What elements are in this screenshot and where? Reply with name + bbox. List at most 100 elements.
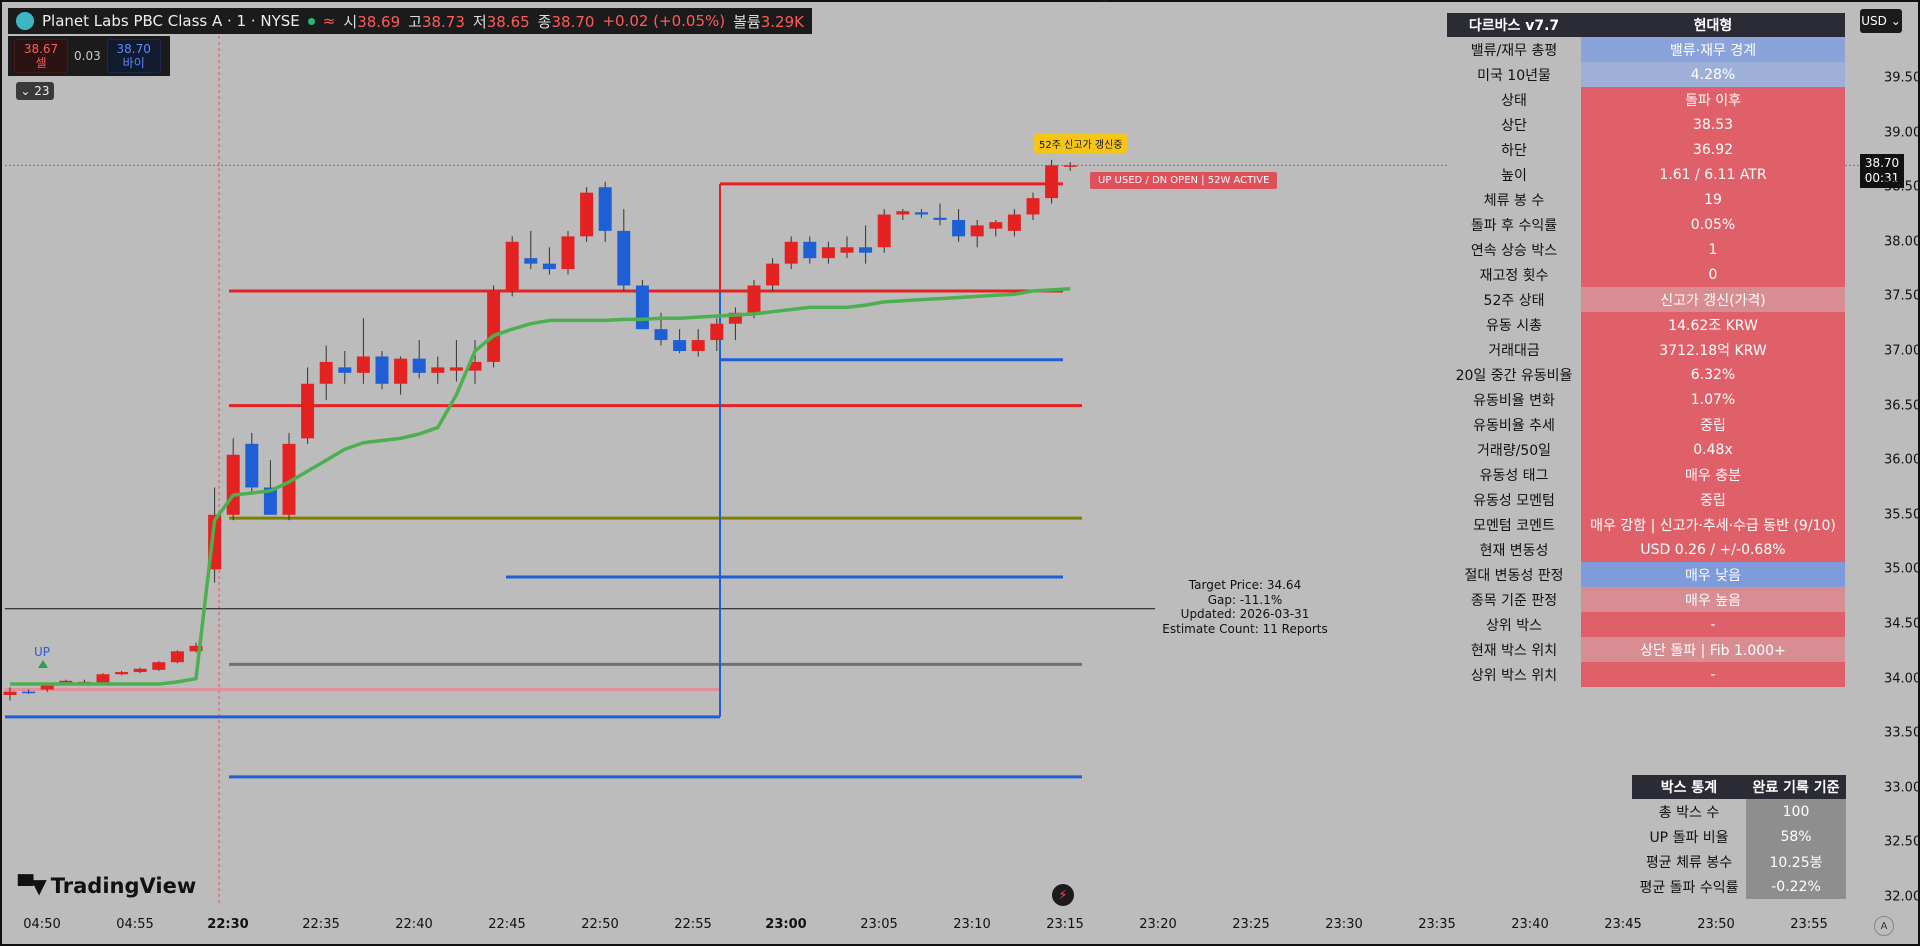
top-clipped-text: ··· [1100, 0, 1109, 6]
box-levels [5, 30, 1860, 905]
trade-panel: 38.67 셀 0.03 38.70 바이 [8, 36, 170, 76]
price-tick-label: 32.50 [1884, 834, 1920, 850]
row-label: 유동비율 변화 [1447, 387, 1581, 412]
candle-body [1026, 198, 1040, 215]
indicators-toggle-button[interactable]: ⌄ 23 [16, 82, 54, 100]
candle-body [189, 645, 203, 652]
table-title: 다르바스 v7.7 [1447, 13, 1581, 37]
candle-body [22, 691, 36, 694]
sell-button[interactable]: 38.67 셀 [14, 39, 68, 73]
chevron-down-icon: ⌄ [1890, 14, 1901, 28]
table-row: 밸류/재무 총평 밸류·재무 경계 [1447, 37, 1845, 62]
table-row: 절대 변동성 판정 매우 낮음 [1447, 562, 1845, 587]
candle-body [933, 217, 947, 220]
row-label: 52주 상태 [1447, 287, 1581, 312]
candle-body [96, 674, 110, 683]
row-value: 돌파 이후 [1581, 87, 1845, 112]
row-label: 높이 [1447, 162, 1581, 187]
sell-label: 셀 [35, 56, 47, 70]
candle-body [989, 222, 1003, 229]
candle-body [859, 247, 873, 253]
row-value: 0.48x [1581, 437, 1845, 462]
current-price: 38.70 [1864, 156, 1900, 170]
candle-body [152, 662, 166, 670]
candle-body [1063, 165, 1077, 167]
candle-body [338, 367, 352, 373]
table-row: 상단 38.53 [1447, 112, 1845, 137]
candle-body [728, 312, 742, 324]
row-label: 상단 [1447, 112, 1581, 137]
table-row: 상태 돌파 이후 [1447, 87, 1845, 112]
table-row: 높이 1.61 / 6.11 ATR [1447, 162, 1845, 187]
table-row: 연속 상승 박스 1 [1447, 237, 1845, 262]
table-row: 상위 박스 - [1447, 612, 1845, 637]
row-label: 돌파 후 수익률 [1447, 212, 1581, 237]
row-value: 4.28% [1581, 62, 1845, 87]
buy-button[interactable]: 38.70 바이 [106, 39, 161, 73]
table-row: 돌파 후 수익률 0.05% [1447, 212, 1845, 237]
price-change: +0.02 (+0.05%) [602, 12, 726, 30]
row-label: 거래대금 [1447, 337, 1581, 362]
candle-body [394, 358, 408, 384]
row-value: 밸류·재무 경계 [1581, 37, 1845, 62]
row-value: 매우 강함 | 신고가·추세·수급 동반 (9/10) [1581, 512, 1845, 537]
time-tick-label: 23:35 [1418, 917, 1456, 932]
row-value: 14.62조 KRW [1581, 312, 1845, 337]
sell-price: 38.67 [23, 42, 59, 56]
candle-body [766, 263, 780, 286]
ohlc-high: 고38.73 [408, 12, 465, 31]
auto-scale-button[interactable]: A [1874, 916, 1894, 936]
candle-body [617, 230, 631, 286]
candle-body [1045, 165, 1059, 199]
ohlc-close: 종38.70 [537, 12, 595, 31]
row-value: - [1581, 612, 1845, 637]
replay-icon[interactable]: ⚡ [1052, 884, 1074, 906]
currency-button[interactable]: USD ⌄ [1860, 9, 1902, 33]
candle-body [449, 367, 463, 371]
chevron-down-icon: ⌄ [20, 84, 35, 98]
row-label: 유동 시총 [1447, 312, 1581, 337]
candle-body [245, 443, 259, 488]
candle-body [840, 247, 854, 253]
table-row: 상위 박스 위치 - [1447, 662, 1845, 687]
row-label: 상태 [1447, 87, 1581, 112]
time-tick-label: 23:45 [1604, 917, 1642, 932]
target-gap: Gap: -11.1% [1207, 592, 1283, 607]
candle-body [784, 241, 798, 264]
up-arrow-icon [38, 660, 48, 668]
time-tick-label: 23:50 [1697, 917, 1735, 932]
price-tick-label: 37.50 [1884, 288, 1920, 304]
row-value: 매우 낮음 [1581, 562, 1845, 587]
candle-body [896, 211, 910, 215]
row-value: 매우 높음 [1581, 587, 1845, 612]
candle-body [263, 487, 277, 515]
price-tick-label: 38.00 [1884, 234, 1920, 250]
time-tick-label: 23:10 [953, 917, 991, 932]
symbol-title[interactable]: Planet Labs PBC Class A · 1 · NYSE [42, 12, 300, 30]
stat-label: 총 박스 수 [1658, 804, 1720, 821]
time-tick-label: 22:50 [581, 917, 619, 932]
candle-body [375, 356, 389, 384]
brand-name: TradingView [50, 874, 197, 898]
table-row: 체류 봉 수 19 [1447, 187, 1845, 212]
candle-body [412, 358, 426, 373]
row-value: 1.07% [1581, 387, 1845, 412]
row-value: 6.32% [1581, 362, 1845, 387]
price-tick-label: 34.50 [1884, 616, 1920, 632]
candle-body [431, 367, 445, 373]
wave-icon: ≈ [322, 12, 336, 30]
ma-line [10, 287, 1071, 686]
table-row: 평균 돌파 수익률 -0.22% [1632, 874, 1846, 899]
stat-value: 58% [1746, 824, 1846, 849]
time-tick-label: 23:40 [1511, 917, 1549, 932]
row-label: 상위 박스 위치 [1447, 662, 1581, 687]
row-value: 19 [1581, 187, 1845, 212]
price-tick-label: 33.00 [1884, 780, 1920, 796]
candle-body [747, 285, 761, 313]
indicator-count: 23 [34, 84, 50, 98]
table-row: 거래대금 3712.18억 KRW [1447, 337, 1845, 362]
stat-value: -0.22% [1746, 874, 1846, 899]
tradingview-logo[interactable]: ▀▼ TradingView [18, 874, 196, 898]
candle-body [40, 684, 54, 690]
